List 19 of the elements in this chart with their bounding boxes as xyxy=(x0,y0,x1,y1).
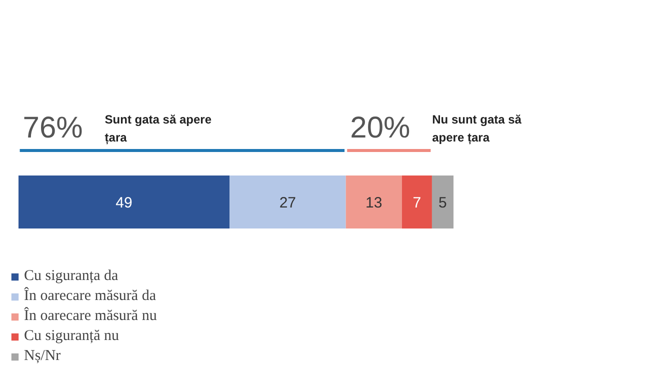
legend-label: Cu siguranța da xyxy=(24,268,118,285)
data-label: 13 xyxy=(365,194,382,212)
bar xyxy=(346,176,402,228)
text: Sunt gata să apere țara xyxy=(104,112,212,144)
legend-label: Cu siguranță nu xyxy=(24,328,119,345)
legend-label: În oarecare măsură da xyxy=(24,288,156,305)
legend-label: Nș/Nr xyxy=(24,348,61,365)
data-label: 5 xyxy=(438,194,447,212)
data-label: 27 xyxy=(279,194,296,212)
bar xyxy=(18,176,230,228)
data-label: 49 xyxy=(116,194,132,212)
bar xyxy=(432,176,454,228)
text: 20% xyxy=(350,112,410,144)
text: 76% xyxy=(22,112,83,144)
bar xyxy=(230,176,346,228)
text: Nu sunt gata să apere țara xyxy=(432,112,522,144)
data-label: 7 xyxy=(412,194,422,212)
bar xyxy=(402,176,432,228)
legend-label: În oarecare măsură nu xyxy=(24,308,157,325)
